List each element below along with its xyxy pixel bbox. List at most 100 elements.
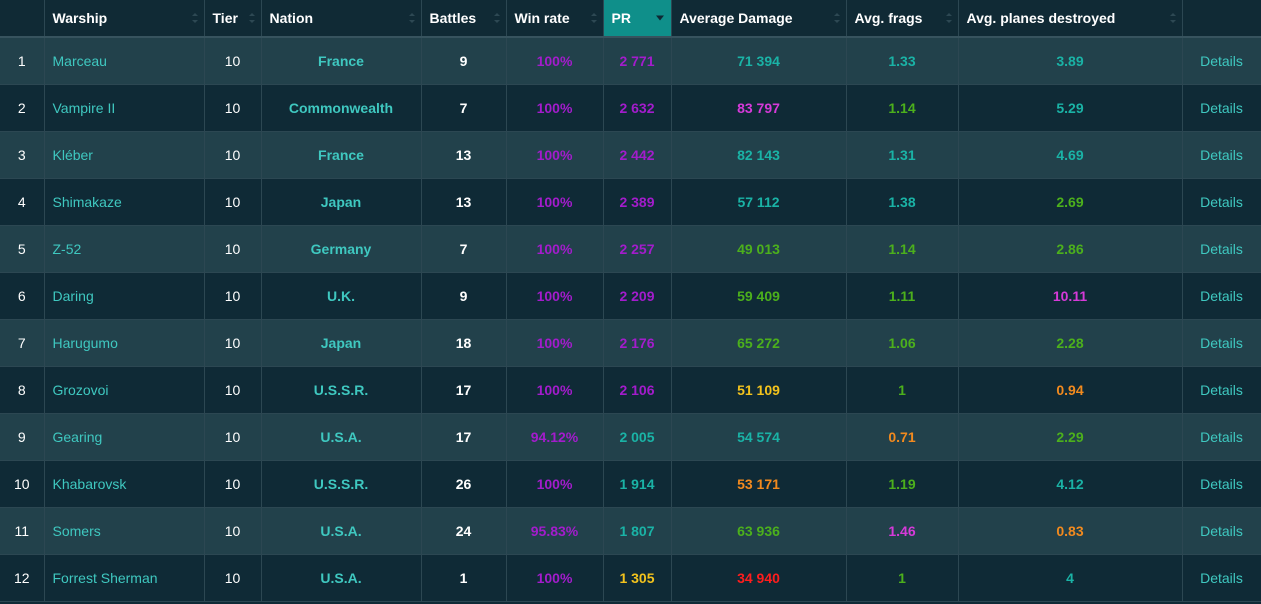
average-damage-cell: 63 936 bbox=[671, 507, 847, 555]
average-damage-cell: 53 171 bbox=[671, 460, 847, 508]
row-index: 4 bbox=[0, 178, 45, 226]
details-link[interactable]: Details bbox=[1182, 460, 1261, 508]
warship-link[interactable]: Vampire II bbox=[44, 84, 205, 132]
battles-cell: 17 bbox=[421, 366, 507, 414]
details-link[interactable]: Details bbox=[1182, 178, 1261, 226]
warship-link[interactable]: Khabarovsk bbox=[44, 460, 205, 508]
details-link[interactable]: Details bbox=[1182, 37, 1261, 85]
table-row: 9 Gearing 10 U.S.A. 17 94.12% 2 005 54 5… bbox=[0, 413, 1261, 461]
avg-planes-cell: 2.29 bbox=[958, 413, 1183, 461]
battles-cell: 9 bbox=[421, 37, 507, 85]
pr-cell: 2 106 bbox=[603, 366, 672, 414]
header-warship[interactable]: Warship bbox=[44, 0, 205, 38]
details-link[interactable]: Details bbox=[1182, 507, 1261, 555]
tier-cell: 10 bbox=[204, 178, 262, 226]
warship-link[interactable]: Z-52 bbox=[44, 225, 205, 273]
header-tier[interactable]: Tier bbox=[204, 0, 262, 38]
pr-cell: 2 257 bbox=[603, 225, 672, 273]
warship-link[interactable]: Gearing bbox=[44, 413, 205, 461]
avg-frags-cell: 1.06 bbox=[846, 319, 959, 367]
win-rate-cell: 100% bbox=[506, 319, 604, 367]
warship-link[interactable]: Somers bbox=[44, 507, 205, 555]
sort-icon bbox=[408, 13, 415, 23]
details-link[interactable]: Details bbox=[1182, 84, 1261, 132]
header-average-damage-label: Average Damage bbox=[679, 10, 793, 26]
nation-cell: U.K. bbox=[261, 272, 422, 320]
tier-cell: 10 bbox=[204, 84, 262, 132]
header-avg-planes[interactable]: Avg. planes destroyed bbox=[958, 0, 1183, 38]
sort-icon bbox=[248, 13, 255, 23]
avg-planes-cell: 4 bbox=[958, 554, 1183, 602]
avg-planes-cell: 2.69 bbox=[958, 178, 1183, 226]
table-body: 1 Marceau 10 France 9 100% 2 771 71 394 … bbox=[0, 37, 1261, 602]
tier-cell: 10 bbox=[204, 366, 262, 414]
average-damage-cell: 57 112 bbox=[671, 178, 847, 226]
battles-cell: 17 bbox=[421, 413, 507, 461]
average-damage-cell: 71 394 bbox=[671, 37, 847, 85]
pr-cell: 2 176 bbox=[603, 319, 672, 367]
avg-planes-cell: 0.83 bbox=[958, 507, 1183, 555]
avg-planes-cell: 2.86 bbox=[958, 225, 1183, 273]
warship-link[interactable]: Marceau bbox=[44, 37, 205, 85]
row-index: 9 bbox=[0, 413, 45, 461]
row-index: 7 bbox=[0, 319, 45, 367]
table-row: 3 Kléber 10 France 13 100% 2 442 82 143 … bbox=[0, 131, 1261, 179]
average-damage-cell: 83 797 bbox=[671, 84, 847, 132]
table-row: 5 Z-52 10 Germany 7 100% 2 257 49 013 1.… bbox=[0, 225, 1261, 273]
warship-link[interactable]: Kléber bbox=[44, 131, 205, 179]
pr-cell: 2 442 bbox=[603, 131, 672, 179]
header-avg-frags[interactable]: Avg. frags bbox=[846, 0, 959, 38]
battles-cell: 26 bbox=[421, 460, 507, 508]
warship-link[interactable]: Grozovoi bbox=[44, 366, 205, 414]
header-average-damage[interactable]: Average Damage bbox=[671, 0, 847, 38]
tier-cell: 10 bbox=[204, 131, 262, 179]
avg-planes-cell: 2.28 bbox=[958, 319, 1183, 367]
details-link[interactable]: Details bbox=[1182, 272, 1261, 320]
row-index: 12 bbox=[0, 554, 45, 602]
warship-link[interactable]: Shimakaze bbox=[44, 178, 205, 226]
avg-frags-cell: 1 bbox=[846, 366, 959, 414]
details-link[interactable]: Details bbox=[1182, 225, 1261, 273]
avg-frags-cell: 1.14 bbox=[846, 225, 959, 273]
details-link[interactable]: Details bbox=[1182, 554, 1261, 602]
average-damage-cell: 49 013 bbox=[671, 225, 847, 273]
warship-link[interactable]: Harugumo bbox=[44, 319, 205, 367]
average-damage-cell: 51 109 bbox=[671, 366, 847, 414]
details-link[interactable]: Details bbox=[1182, 319, 1261, 367]
details-link[interactable]: Details bbox=[1182, 366, 1261, 414]
nation-cell: U.S.A. bbox=[261, 554, 422, 602]
nation-cell: U.S.A. bbox=[261, 413, 422, 461]
header-pr[interactable]: PR bbox=[603, 0, 672, 38]
win-rate-cell: 100% bbox=[506, 272, 604, 320]
nation-cell: Germany bbox=[261, 225, 422, 273]
avg-planes-cell: 4.69 bbox=[958, 131, 1183, 179]
header-nation[interactable]: Nation bbox=[261, 0, 422, 38]
sort-icon bbox=[493, 13, 500, 23]
header-win-rate[interactable]: Win rate bbox=[506, 0, 604, 38]
table-row: 1 Marceau 10 France 9 100% 2 771 71 394 … bbox=[0, 37, 1261, 85]
nation-cell: Japan bbox=[261, 319, 422, 367]
win-rate-cell: 100% bbox=[506, 178, 604, 226]
warship-link[interactable]: Daring bbox=[44, 272, 205, 320]
table-row: 2 Vampire II 10 Commonwealth 7 100% 2 63… bbox=[0, 84, 1261, 132]
details-link[interactable]: Details bbox=[1182, 413, 1261, 461]
row-index: 6 bbox=[0, 272, 45, 320]
sort-icon bbox=[833, 13, 840, 23]
sort-icon bbox=[945, 13, 952, 23]
warship-link[interactable]: Forrest Sherman bbox=[44, 554, 205, 602]
tier-cell: 10 bbox=[204, 554, 262, 602]
avg-planes-cell: 4.12 bbox=[958, 460, 1183, 508]
header-tier-label: Tier bbox=[212, 10, 238, 26]
win-rate-cell: 100% bbox=[506, 554, 604, 602]
pr-cell: 2 209 bbox=[603, 272, 672, 320]
win-rate-cell: 100% bbox=[506, 366, 604, 414]
tier-cell: 10 bbox=[204, 272, 262, 320]
table-row: 4 Shimakaze 10 Japan 13 100% 2 389 57 11… bbox=[0, 178, 1261, 226]
nation-cell: France bbox=[261, 37, 422, 85]
details-link[interactable]: Details bbox=[1182, 131, 1261, 179]
sort-icon bbox=[1169, 13, 1176, 23]
header-battles[interactable]: Battles bbox=[421, 0, 507, 38]
avg-frags-cell: 1.33 bbox=[846, 37, 959, 85]
header-nation-label: Nation bbox=[269, 10, 314, 26]
